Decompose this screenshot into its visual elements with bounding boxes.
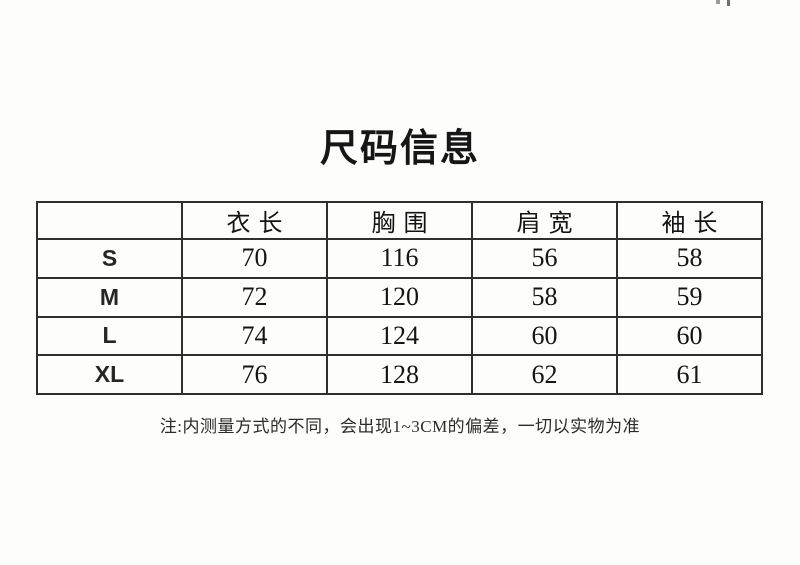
header-cell-chest: 胸围 [326, 201, 473, 240]
cell-value: 128 [326, 354, 473, 395]
table-row-l: L 74 124 60 60 [36, 315, 763, 357]
cell-value: 116 [326, 238, 473, 279]
size-label: L [36, 315, 183, 357]
size-label: S [36, 238, 183, 279]
size-label: XL [36, 354, 183, 395]
page-title: 尺码信息 [319, 128, 480, 170]
size-label: M [36, 276, 183, 318]
table-row-m: M 72 120 58 59 [36, 276, 763, 318]
cell-value: 62 [471, 354, 618, 395]
header-cell-garment-length: 衣长 [181, 201, 328, 240]
cell-value: 60 [616, 315, 763, 357]
top-edge-artifact [727, 0, 730, 6]
cell-value: 59 [616, 276, 763, 318]
cell-value: 76 [181, 354, 328, 395]
table-row-xl: XL 76 128 62 61 [36, 354, 763, 395]
top-edge-artifact [716, 0, 720, 4]
cell-value: 120 [326, 276, 473, 318]
cell-value: 58 [616, 238, 763, 279]
measurement-note: 注:内测量方式的不同，会出现1~3CM的偏差，一切以实物为准 [159, 417, 641, 436]
cell-value: 56 [471, 238, 618, 279]
cell-value: 58 [471, 276, 618, 318]
header-cell-sleeve: 袖长 [616, 201, 763, 240]
cell-value: 60 [471, 315, 618, 357]
cell-value: 124 [326, 315, 473, 357]
header-cell-size [36, 201, 183, 240]
size-table: 衣长 胸围 肩宽 袖长 S 70 116 56 58 M 72 120 58 5… [36, 201, 763, 395]
cell-value: 70 [181, 238, 328, 279]
table-row-s: S 70 116 56 58 [36, 238, 763, 279]
header-cell-shoulder: 肩宽 [471, 201, 618, 240]
table-header-row: 衣长 胸围 肩宽 袖长 [36, 201, 763, 240]
cell-value: 61 [616, 354, 763, 395]
cell-value: 72 [181, 276, 328, 318]
cell-value: 74 [181, 315, 328, 357]
